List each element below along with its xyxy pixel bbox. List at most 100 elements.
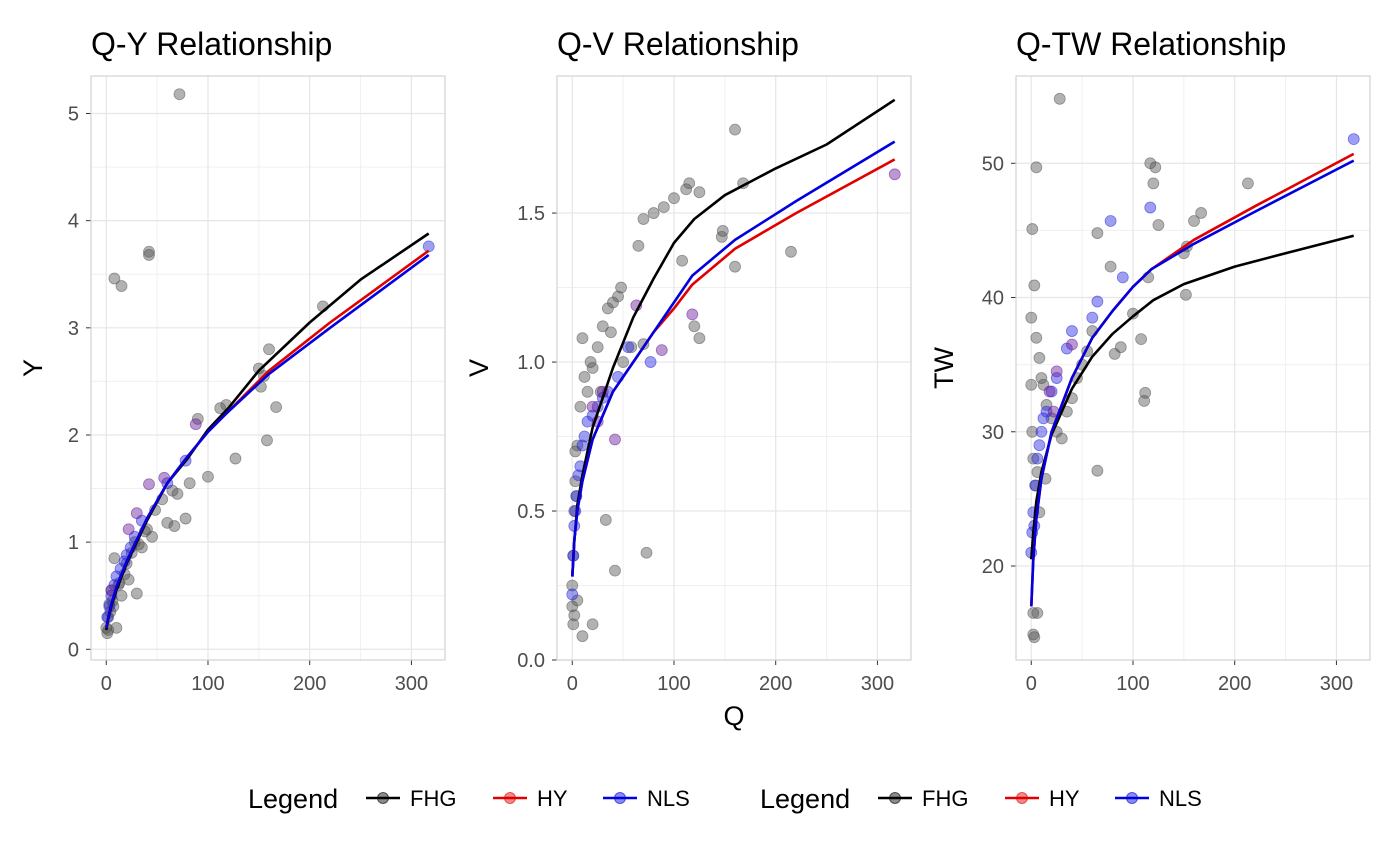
data-point-fhg	[168, 520, 181, 532]
panel-2: 0 100 200 300 0.0 0.5 1.0 1.5 Q-V Relationship V Q	[464, 26, 912, 731]
panel-1: 0 100 200 300 0 1 2 3 4 5 Q-Y Relationship Y	[18, 26, 446, 695]
data-point-fhg	[640, 546, 653, 559]
x-tick-label: 100	[657, 673, 690, 695]
data-point-fhg	[1033, 352, 1046, 364]
data-point-fhg	[688, 320, 701, 333]
data-point-fhg	[1027, 607, 1040, 619]
data-point-fhg	[115, 589, 128, 602]
legend-title: Legend	[760, 784, 850, 814]
data-point-fhg	[1138, 394, 1151, 407]
data-point-fhg	[161, 516, 174, 529]
data-point-nls	[422, 240, 435, 253]
chart-title: Q-V Relationship	[557, 26, 799, 62]
data-point-hy-overlap	[189, 418, 202, 431]
series-line-fhg	[1030, 234, 1355, 560]
data-point-fhg	[676, 254, 689, 267]
data-point-fhg	[615, 281, 627, 294]
data-point-nls	[1037, 412, 1050, 425]
data-point-nls	[1033, 439, 1046, 452]
data-point-fhg	[1091, 227, 1104, 239]
y-tick-label: 50	[982, 153, 1004, 175]
y-axis-label: Y	[18, 359, 48, 377]
data-point-fhg	[680, 183, 693, 196]
data-point-hy-overlap	[122, 523, 135, 536]
data-point-fhg	[1091, 464, 1104, 477]
legend-1: Legend FHG HY NLS	[248, 784, 690, 814]
data-point-hy-overlap	[1066, 338, 1078, 351]
data-point-nls	[1104, 215, 1117, 227]
data-point-fhg	[1188, 215, 1200, 227]
y-tick-label: 1.0	[517, 352, 545, 374]
data-point-hy-overlap	[143, 478, 155, 491]
chart-title: Q-Y Relationship	[91, 26, 332, 62]
data-point-nls	[1031, 452, 1044, 465]
data-point-fhg	[1108, 348, 1121, 360]
y-tick-label: 1	[68, 532, 79, 554]
legend-key-point-hy	[504, 792, 516, 804]
legend-title: Legend	[248, 784, 338, 814]
series-line-nls	[105, 253, 430, 629]
data-point-nls	[1347, 133, 1360, 145]
data-point-hy-overlap	[1050, 365, 1063, 378]
series-line-nls	[1030, 159, 1355, 607]
data-point-nls	[1066, 325, 1078, 337]
data-point-fhg	[214, 402, 227, 415]
legend-item-label: HY	[537, 786, 568, 811]
data-point-fhg	[566, 579, 579, 592]
data-point-fhg	[647, 207, 660, 219]
data-point-hy-overlap	[130, 507, 143, 520]
data-point-fhg	[693, 186, 706, 199]
data-point-fhg	[601, 302, 614, 315]
data-point-fhg	[574, 400, 587, 413]
data-point-hy-overlap	[1043, 385, 1056, 398]
x-tick-label: 300	[395, 673, 428, 695]
legend-key-point-nls	[1126, 792, 1138, 804]
y-tick-label: 0	[68, 639, 79, 661]
y-tick-label: 1.5	[517, 203, 545, 225]
data-point-fhg	[1028, 631, 1041, 644]
data-point-fhg	[715, 230, 728, 243]
data-point-fhg	[729, 260, 741, 273]
data-point-nls	[566, 588, 579, 601]
data-point-fhg	[637, 213, 650, 225]
y-tick-label: 0.5	[517, 501, 545, 523]
data-point-fhg	[122, 573, 135, 586]
data-point-fhg	[584, 356, 597, 368]
data-point-fhg	[591, 341, 604, 354]
data-point-fhg	[1025, 311, 1038, 324]
y-axis-label: V	[464, 359, 494, 377]
data-point-fhg	[229, 452, 242, 465]
data-point-nls	[1091, 295, 1104, 308]
legend-key-point-hy	[1016, 792, 1028, 804]
y-tick-label: 5	[68, 104, 79, 126]
data-point-nls	[1050, 372, 1063, 384]
y-tick-label: 20	[982, 556, 1004, 578]
data-point-fhg	[1055, 432, 1068, 445]
data-point-fhg	[1147, 177, 1160, 190]
data-point-fhg	[1026, 223, 1039, 235]
x-tick-label: 100	[1116, 673, 1149, 695]
data-point-hy-overlap	[686, 308, 699, 321]
data-point-fhg	[668, 192, 680, 205]
data-point-fhg	[183, 477, 196, 490]
legend-key-point-nls	[614, 792, 626, 804]
data-point-fhg	[657, 201, 670, 214]
x-tick-label: 200	[293, 673, 326, 695]
panel-border	[90, 75, 446, 661]
data-point-fhg	[1053, 92, 1066, 105]
y-tick-label: 3	[68, 318, 79, 340]
data-point-fhg	[1035, 372, 1048, 384]
x-tick-label: 0	[1026, 673, 1037, 695]
x-tick-label: 100	[191, 673, 224, 695]
x-axis-label: Q	[723, 701, 744, 731]
data-point-fhg	[1030, 331, 1043, 344]
data-point-fhg	[1242, 177, 1254, 190]
x-tick-label: 200	[759, 673, 792, 695]
data-point-fhg	[1127, 307, 1139, 320]
x-tick-label: 300	[861, 673, 894, 695]
data-point-fhg	[1149, 161, 1162, 174]
data-point-fhg	[179, 512, 192, 525]
data-point-nls	[578, 430, 591, 443]
y-tick-label: 2	[68, 425, 79, 447]
